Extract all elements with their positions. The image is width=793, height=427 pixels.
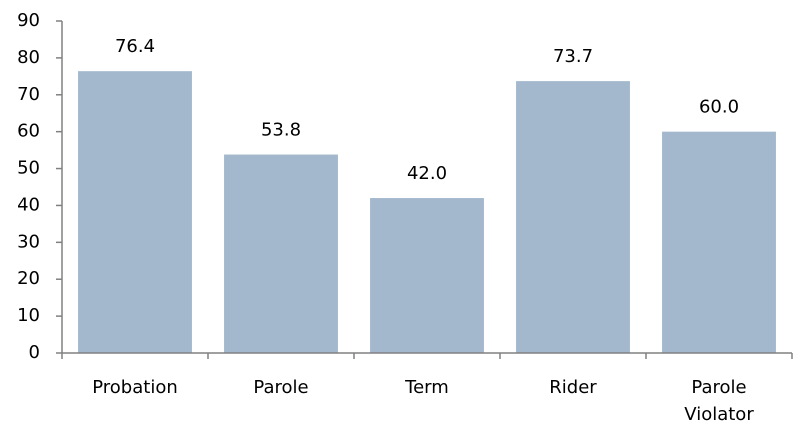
y-tick-label: 80 xyxy=(17,47,40,68)
y-tick-label: 50 xyxy=(17,158,40,179)
value-label: 76.4 xyxy=(115,36,155,57)
y-tick-label: 30 xyxy=(17,231,40,252)
bar xyxy=(370,198,484,353)
bar xyxy=(78,71,192,354)
x-tick-label: Parole xyxy=(253,377,309,398)
value-label: 60.0 xyxy=(699,97,739,118)
y-tick-label: 70 xyxy=(17,84,40,105)
y-tick-label: 40 xyxy=(17,194,40,215)
value-label: 42.0 xyxy=(407,163,447,184)
x-tick-label: Rider xyxy=(549,377,597,398)
bar xyxy=(662,131,776,353)
x-tick-label: Probation xyxy=(92,377,178,398)
bar xyxy=(224,154,338,353)
value-label: 53.8 xyxy=(261,120,301,141)
y-tick-label: 60 xyxy=(17,121,40,142)
value-label: 73.7 xyxy=(553,46,593,67)
y-tick-label: 10 xyxy=(17,305,40,326)
x-tick-label: Term xyxy=(405,377,449,398)
x-tick-label: Parole Violator xyxy=(684,377,754,425)
bar xyxy=(516,81,630,353)
y-tick-label: 90 xyxy=(17,10,40,31)
y-tick-label: 0 xyxy=(29,342,40,363)
y-tick-label: 20 xyxy=(17,268,40,289)
